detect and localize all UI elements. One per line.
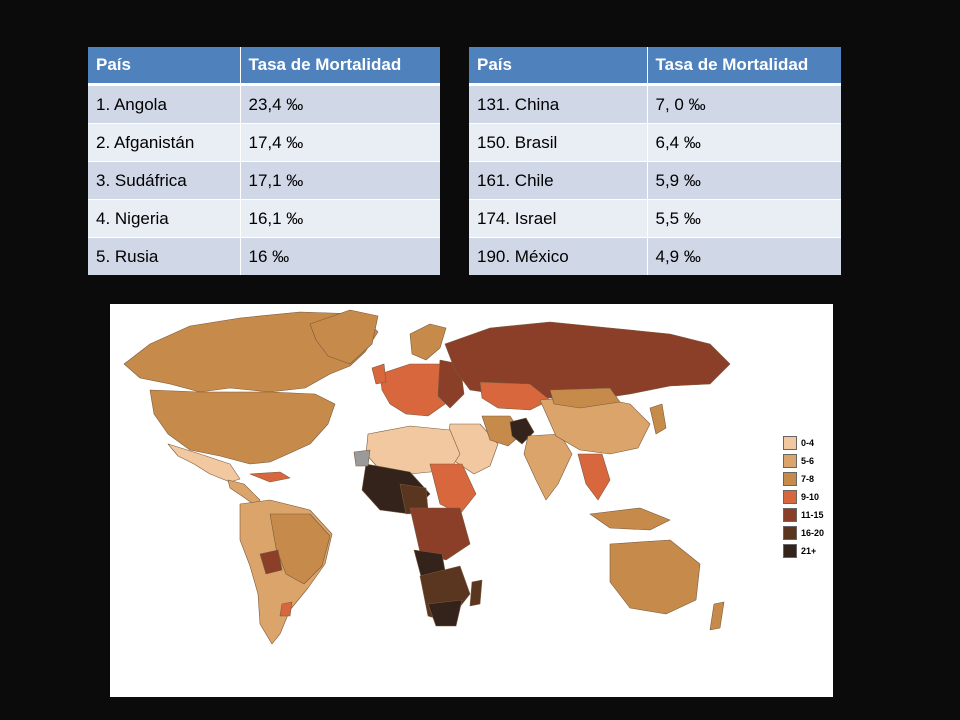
legend-label: 16-20	[801, 527, 825, 538]
rate-cell: 16 ‰	[240, 237, 440, 275]
region-bolivia	[259, 549, 283, 575]
region-india	[523, 433, 573, 501]
country-cell: 174. Israel	[469, 199, 648, 238]
legend-item: 9-10	[783, 488, 824, 505]
mortality-table-bottom: País Tasa de Mortalidad 131. China 7, 0 …	[469, 47, 841, 275]
region-usa	[149, 389, 336, 465]
legend-swatch	[783, 507, 797, 522]
region-south-africa	[427, 599, 463, 627]
rate-cell: 6,4 ‰	[647, 123, 841, 162]
rate-cell: 23,4 ‰	[240, 84, 440, 124]
header-pais: País	[469, 47, 648, 86]
table-row: 161. Chile 5,9 ‰	[469, 161, 841, 200]
region-sudan-east	[429, 463, 477, 515]
header-pais: País	[88, 47, 241, 86]
rate-cell: 7, 0 ‰	[647, 84, 841, 124]
region-mongolia	[549, 387, 621, 409]
table-row: 131. China 7, 0 ‰	[469, 84, 841, 124]
country-cell: 5. Rusia	[88, 237, 241, 275]
legend-label: 9-10	[801, 491, 820, 502]
region-central-africa	[409, 507, 471, 561]
country-cell: 190. México	[469, 237, 648, 275]
table-row: 2. Afganistán 17,4 ‰	[88, 123, 440, 162]
mortality-table-top: País Tasa de Mortalidad 1. Angola 23,4 ‰…	[88, 47, 440, 275]
region-madagascar	[469, 579, 483, 607]
legend-swatch	[783, 453, 797, 468]
region-western-sahara	[353, 449, 371, 467]
rate-cell: 5,9 ‰	[647, 161, 841, 200]
country-cell: 1. Angola	[88, 84, 241, 124]
world-map-graphic	[123, 309, 731, 645]
legend-swatch	[783, 525, 797, 540]
legend-item: 0-4	[783, 434, 824, 451]
table-row: 1. Angola 23,4 ‰	[88, 84, 440, 124]
table-row: 5. Rusia 16 ‰	[88, 237, 440, 275]
rate-cell: 4,9 ‰	[647, 237, 841, 275]
rate-cell: 17,1 ‰	[240, 161, 440, 200]
legend-label: 5-6	[801, 455, 815, 466]
region-australia	[609, 539, 701, 615]
region-japan	[649, 403, 667, 435]
region-indonesia	[589, 507, 671, 531]
country-cell: 4. Nigeria	[88, 199, 241, 238]
world-mortality-map: 0-4 5-6 7-8 9-10 11-15 16-20 21+	[110, 304, 833, 697]
table-header-row: País Tasa de Mortalidad	[88, 47, 440, 86]
country-cell: 2. Afganistán	[88, 123, 241, 162]
table-row: 190. México 4,9 ‰	[469, 237, 841, 275]
legend-item: 21+	[783, 542, 824, 559]
legend-item: 11-15	[783, 506, 824, 523]
region-western-europe	[379, 363, 451, 417]
rate-cell: 5,5 ‰	[647, 199, 841, 238]
table-row: 150. Brasil 6,4 ‰	[469, 123, 841, 162]
region-greenland	[309, 309, 379, 365]
region-scandinavia	[409, 323, 447, 361]
header-tasa: Tasa de Mortalidad	[240, 47, 440, 86]
legend-item: 7-8	[783, 470, 824, 487]
table-row: 4. Nigeria 16,1 ‰	[88, 199, 440, 238]
table-row: 3. Sudáfrica 17,1 ‰	[88, 161, 440, 200]
rate-cell: 16,1 ‰	[240, 199, 440, 238]
legend-swatch	[783, 471, 797, 486]
legend-label: 0-4	[801, 437, 815, 448]
map-legend: 0-4 5-6 7-8 9-10 11-15 16-20 21+	[783, 434, 824, 560]
table-row: 174. Israel 5,5 ‰	[469, 199, 841, 238]
legend-swatch	[783, 543, 797, 558]
region-caribbean	[249, 471, 291, 483]
region-uk	[371, 363, 387, 385]
country-cell: 3. Sudáfrica	[88, 161, 241, 200]
header-tasa: Tasa de Mortalidad	[647, 47, 841, 86]
region-uruguay	[279, 601, 293, 617]
rate-cell: 17,4 ‰	[240, 123, 440, 162]
legend-item: 16-20	[783, 524, 824, 541]
country-cell: 150. Brasil	[469, 123, 648, 162]
country-cell: 161. Chile	[469, 161, 648, 200]
region-kazakhstan	[479, 381, 551, 411]
legend-label: 7-8	[801, 473, 815, 484]
table-header-row: País Tasa de Mortalidad	[469, 47, 841, 86]
legend-item: 5-6	[783, 452, 824, 469]
region-southeast-asia	[577, 453, 611, 501]
legend-label: 21+	[801, 545, 817, 556]
legend-swatch	[783, 489, 797, 504]
legend-label: 11-15	[801, 509, 824, 520]
legend-swatch	[783, 435, 797, 450]
region-new-zealand	[709, 601, 725, 631]
country-cell: 131. China	[469, 84, 648, 124]
